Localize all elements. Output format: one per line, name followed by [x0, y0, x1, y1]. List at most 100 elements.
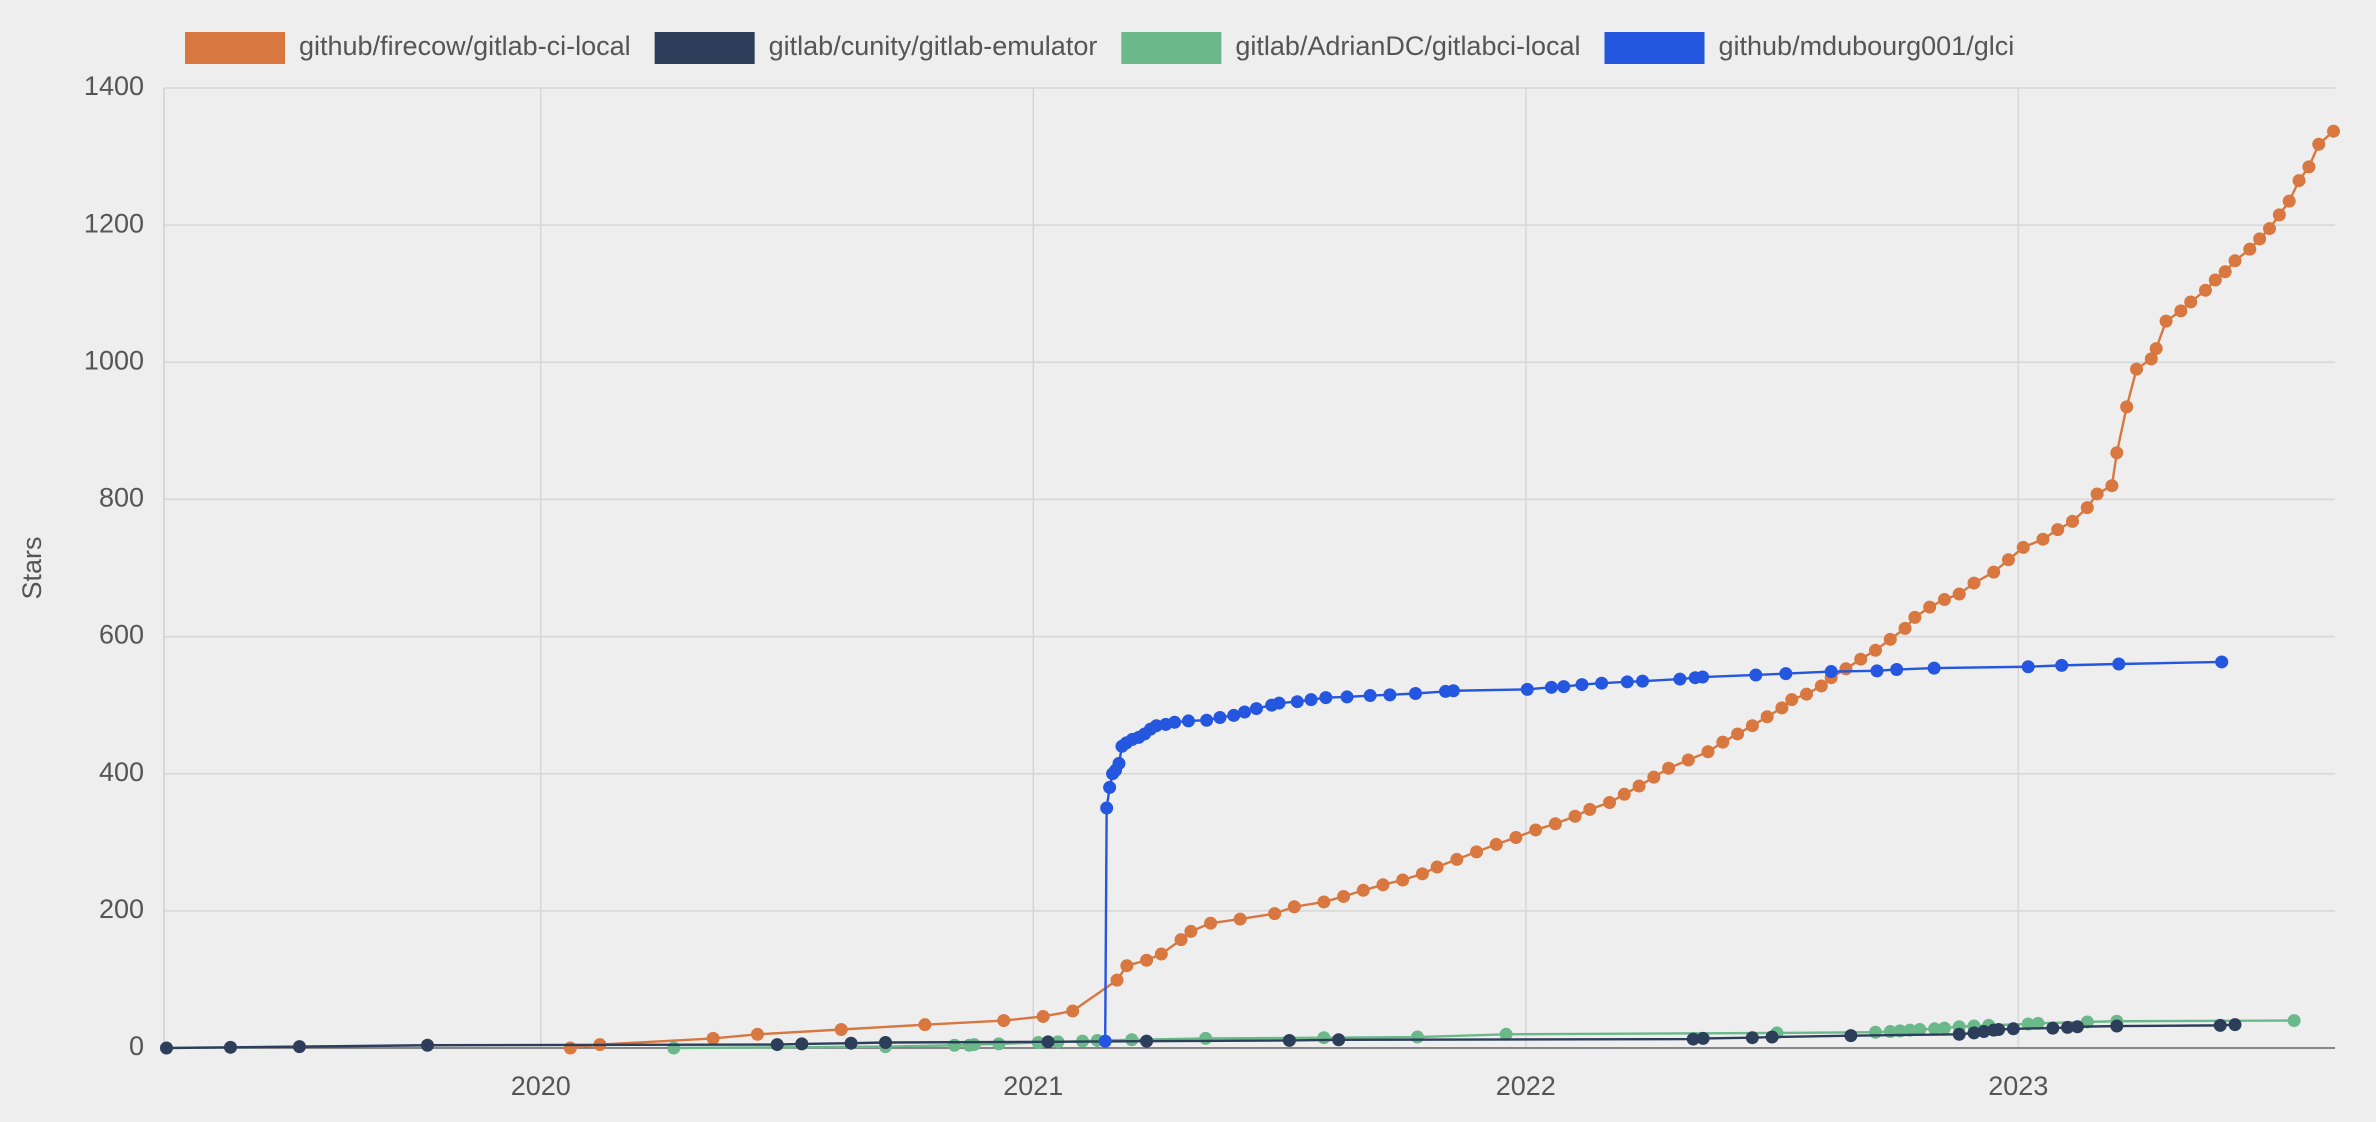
data-point [2061, 1020, 2075, 1034]
data-point [750, 1027, 764, 1041]
data-point [2105, 479, 2119, 493]
data-point [1103, 780, 1117, 794]
data-point [1287, 900, 1301, 914]
data-point [1489, 837, 1503, 851]
data-point [1883, 632, 1897, 646]
data-point [2051, 523, 2065, 537]
data-point [2080, 1015, 2094, 1029]
data-point [1557, 680, 1571, 694]
data-point [2213, 1018, 2227, 1032]
data-point [1745, 719, 1759, 733]
y-tick-label: 1200 [84, 208, 144, 238]
data-point [770, 1038, 784, 1052]
legend: github/firecow/gitlab-ci-local gitlab/cun… [185, 31, 2014, 64]
y-tick-label: 0 [129, 1031, 144, 1061]
data-point [706, 1031, 720, 1045]
data-point [2292, 174, 2306, 188]
data-point [1903, 1023, 1917, 1037]
data-point [844, 1036, 858, 1050]
data-point [1749, 668, 1763, 682]
data-point [2159, 314, 2173, 328]
data-point [2149, 342, 2163, 356]
data-point [1870, 664, 1884, 678]
data-point [1066, 1004, 1080, 1018]
data-point [2046, 1021, 2060, 1035]
data-point [1701, 745, 1715, 759]
series [1098, 655, 2229, 1048]
data-point [1908, 610, 1922, 624]
data-point [1952, 1027, 1966, 1041]
data-point [2228, 254, 2242, 268]
data-point [1317, 1031, 1331, 1045]
data-point [2110, 446, 2124, 460]
data-point [1363, 689, 1377, 703]
data-point [1112, 756, 1126, 770]
data-point [2055, 658, 2069, 672]
data-point [2016, 540, 2030, 554]
data-point [2070, 1020, 2084, 1034]
data-point [834, 1022, 848, 1036]
data-point [2262, 222, 2276, 236]
data-point [1696, 1031, 1710, 1045]
data-point [1520, 682, 1534, 696]
data-point [1992, 1022, 2006, 1036]
data-point [1470, 845, 1484, 859]
data-point [879, 1036, 893, 1050]
data-point [1337, 889, 1351, 903]
data-point [1317, 895, 1331, 909]
data-point [292, 1040, 306, 1054]
data-point [1332, 1033, 1346, 1047]
y-tick-label: 1400 [84, 71, 144, 101]
data-point [1967, 576, 1981, 590]
data-point [1686, 1032, 1700, 1046]
data-point [1140, 953, 1154, 967]
data-point [1238, 705, 1252, 719]
data-point [2282, 194, 2296, 208]
data-point [1617, 787, 1631, 801]
data-point [1200, 713, 1214, 727]
data-point [2184, 295, 2198, 309]
data-point [1304, 693, 1318, 707]
data-point [1450, 852, 1464, 866]
data-point [1775, 701, 1789, 715]
legend-swatch [185, 32, 285, 64]
data-point [2120, 400, 2134, 414]
data-point [2065, 514, 2079, 528]
y-tick-label: 800 [99, 483, 144, 513]
data-point [1898, 621, 1912, 635]
data-point [1927, 661, 1941, 675]
data-point [159, 1041, 173, 1055]
data-point [1204, 916, 1218, 930]
data-point [2215, 655, 2229, 669]
data-point [1647, 770, 1661, 784]
data-point [1249, 702, 1263, 716]
legend-swatch [654, 32, 755, 64]
data-point [1410, 1030, 1424, 1044]
data-point [1785, 693, 1799, 707]
data-point [1098, 1034, 1112, 1048]
data-point [1268, 907, 1282, 921]
data-point [1620, 675, 1634, 689]
data-point [2090, 487, 2104, 501]
data-point [1529, 823, 1543, 837]
data-point [2110, 1019, 2124, 1033]
data-point [1272, 696, 1286, 710]
data-point [1844, 1029, 1858, 1043]
x-tick-label: 2020 [511, 1071, 571, 1101]
data-point [1282, 1033, 1296, 1047]
data-point [1174, 933, 1188, 947]
data-point [1696, 670, 1710, 684]
data-point [1603, 796, 1617, 810]
data-point [1168, 715, 1182, 729]
data-point [1446, 684, 1460, 698]
legend-label: gitlab/cunity/gitlab-emulator [769, 31, 1098, 61]
data-point [563, 1041, 577, 1055]
data-point [1290, 695, 1304, 709]
series [159, 1018, 2242, 1055]
data-point [1681, 753, 1695, 767]
data-point [1100, 801, 1114, 815]
data-point [1154, 947, 1168, 961]
data-point [1824, 665, 1838, 679]
